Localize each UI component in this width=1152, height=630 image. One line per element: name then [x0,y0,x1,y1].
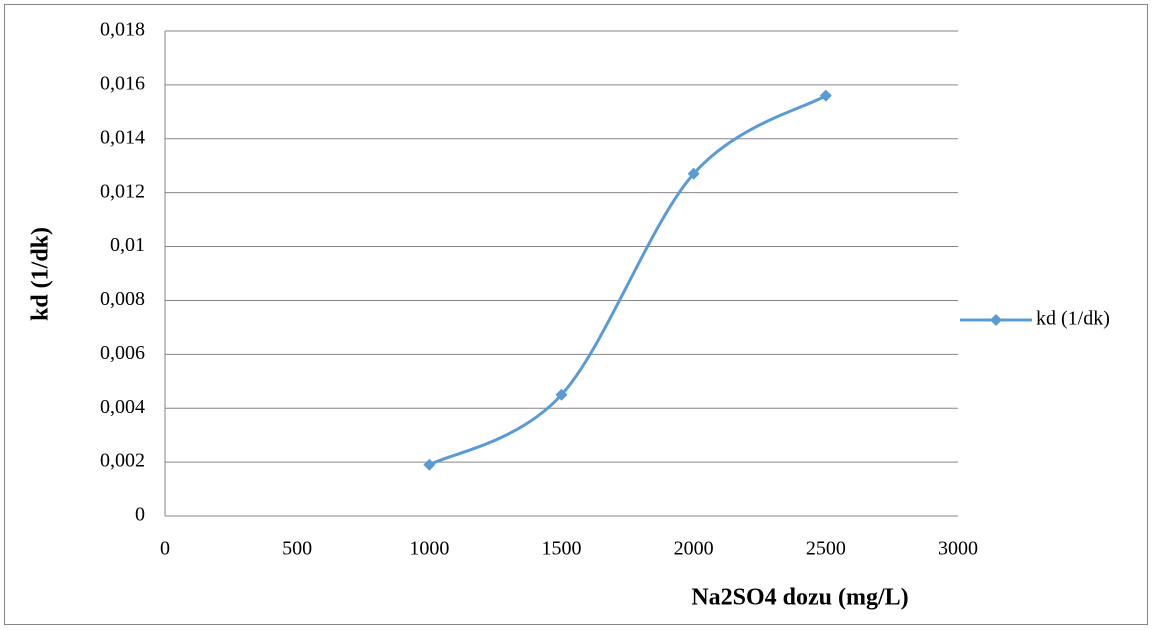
x-tick-label: 1000 [409,538,449,560]
data-point [687,167,700,180]
x-axis-label: Na2SO4 dozu (mg/L) [691,585,908,611]
y-tick-label: 0,014 [100,126,145,148]
x-tick-label: 500 [282,538,312,560]
y-tick-label: 0,016 [100,72,145,94]
legend-marker [990,314,1002,326]
x-tick-label: 2500 [806,538,846,560]
y-axis-label: kd (1/dk) [28,227,54,321]
y-tick-label: 0,01 [110,234,145,256]
x-tick-label: 0 [160,538,170,560]
y-tick-label: 0,008 [100,288,145,310]
y-tick-label: 0,012 [100,180,145,202]
y-tick-label: 0,006 [100,342,145,364]
y-tick-label: 0 [135,504,145,526]
y-tick-label: 0,002 [100,450,145,472]
series-line [428,94,827,467]
x-tick-label: 1500 [542,538,582,560]
x-tick-label: 2000 [674,538,714,560]
data-point [555,388,568,401]
data-point [819,89,832,102]
y-tick-label: 0,004 [100,396,145,418]
y-tick-label: 0,018 [100,19,145,41]
chart-border [4,4,1148,625]
data-point [423,458,436,471]
legend-label: kd (1/dk) [1036,308,1110,330]
x-tick-label: 3000 [938,538,978,560]
